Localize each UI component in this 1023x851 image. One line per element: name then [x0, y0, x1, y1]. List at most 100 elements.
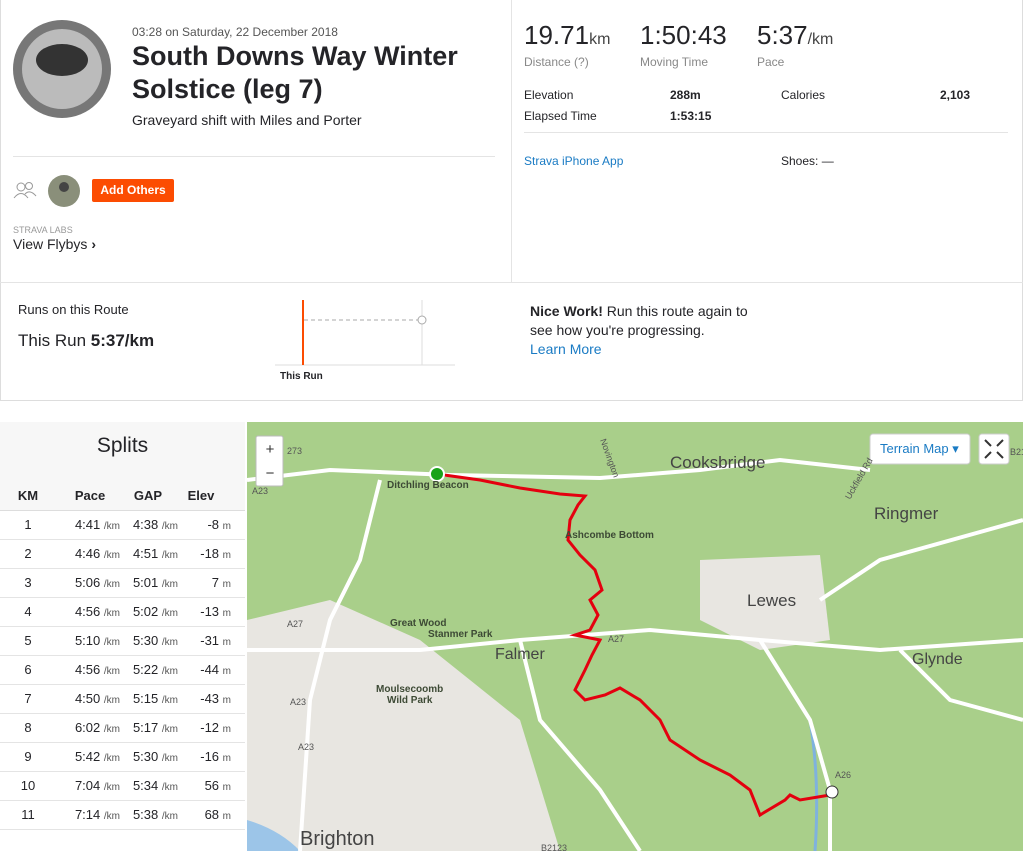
cell-value: 1: [24, 517, 32, 532]
this-run-pace: 5:37/km: [90, 331, 155, 350]
split-cell: 5:30 /km: [108, 633, 178, 648]
split-cell: 9: [0, 749, 56, 764]
cell-value: 5:02: [132, 604, 159, 619]
cell-value: 5:22: [132, 662, 159, 677]
this-run: This Run 5:37/km: [18, 331, 154, 351]
split-cell: 7 m: [161, 575, 231, 590]
stat-value: 19.71: [524, 20, 590, 50]
split-cell: 6: [0, 662, 56, 677]
split-cell: 10: [0, 778, 56, 793]
flybys-text[interactable]: View Flybys: [13, 236, 88, 252]
split-cell: 5:01 /km: [108, 575, 178, 590]
chart-label: This Run: [280, 371, 323, 382]
cell-value: 56: [204, 778, 220, 793]
cell-unit: m: [222, 608, 231, 619]
cell-value: -12: [200, 720, 220, 735]
map-label: A26: [835, 770, 851, 780]
map-label: Ashcombe Bottom: [565, 530, 654, 541]
cell-value: 5:01: [132, 575, 159, 590]
cell-value: 11: [21, 807, 35, 822]
cell-unit: /km: [103, 550, 120, 561]
cell-unit: /km: [103, 521, 120, 532]
row-line: [0, 655, 245, 656]
athlete-avatar[interactable]: [48, 175, 80, 207]
stat-label: Elevation: [524, 88, 574, 102]
cell-value: 7:04: [74, 778, 101, 793]
cell-unit: /km: [103, 666, 120, 677]
map-type-button[interactable]: Terrain Map ▾: [880, 441, 959, 456]
cell-unit: /km: [161, 753, 178, 764]
divider: [524, 132, 1008, 133]
map-label: Lewes: [747, 591, 796, 610]
map[interactable]: + − Terrain Map ▾ Cooksbridge Ringmer Lewes Gl…: [247, 422, 1023, 851]
cell-unit: /km: [103, 782, 120, 793]
split-cell: -8 m: [161, 517, 231, 532]
split-cell: 5:10 /km: [50, 633, 120, 648]
cell-unit: /km: [161, 521, 178, 532]
map-label: A23: [252, 486, 268, 496]
this-run-label: This Run: [18, 331, 87, 350]
cell-value: 4:50: [74, 691, 101, 706]
map-label: Great Wood: [390, 618, 446, 629]
stat-label: Elapsed Time: [524, 109, 597, 123]
split-cell: 5:30 /km: [108, 749, 178, 764]
stat: 1:50:43: [640, 20, 727, 51]
flybys-link[interactable]: View Flybys ›: [13, 236, 96, 252]
cell-unit: m: [222, 637, 231, 648]
device-link[interactable]: Strava iPhone App: [524, 154, 624, 168]
column-header: Elev: [187, 488, 215, 503]
split-cell: -44 m: [161, 662, 231, 677]
add-others-button[interactable]: Add Others: [92, 179, 174, 202]
row-line: [0, 713, 245, 714]
cell-unit: m: [222, 666, 231, 677]
cell-value: 5:06: [74, 575, 101, 590]
cell-value: 7: [24, 691, 32, 706]
stat-value: 1:53:15: [670, 109, 712, 123]
cell-value: 4:56: [74, 662, 101, 677]
learn-more[interactable]: Learn More: [530, 341, 602, 357]
cell-value: -18: [200, 546, 220, 561]
split-cell: 3: [0, 575, 56, 590]
map-label: A23: [298, 742, 314, 752]
cell-value: 5:42: [74, 749, 101, 764]
map-label: B21: [1010, 447, 1023, 457]
splits-panel: Splits KM Pace GAP Elev 1 4:41 /km 4:38 /km -8 …: [0, 422, 245, 851]
row-line: [0, 626, 245, 627]
split-cell: -18 m: [161, 546, 231, 561]
cell-unit: /km: [161, 724, 178, 735]
split-cell: 4:38 /km: [108, 517, 178, 532]
split-cell: 5:22 /km: [108, 662, 178, 677]
cell-unit: /km: [161, 811, 178, 822]
split-cell: 4: [0, 604, 56, 619]
route-chart: This Run: [275, 300, 455, 382]
avatar: [13, 20, 111, 118]
cell-value: 5:17: [132, 720, 159, 735]
split-cell: -43 m: [161, 691, 231, 706]
stat-label: Moving Time: [640, 55, 709, 69]
nice-work: Nice Work! Run this route again to see h…: [530, 302, 750, 359]
zoom-in[interactable]: +: [266, 441, 275, 458]
split-cell: 7:04 /km: [50, 778, 120, 793]
activity-datetime: 03:28 on Saturday, 22 December 2018: [132, 25, 338, 39]
stat: 5:37/km: [757, 20, 833, 51]
split-cell: 5:06 /km: [50, 575, 120, 590]
split-cell: 68 m: [161, 807, 231, 822]
group-icon: [13, 182, 37, 199]
cell-unit: /km: [103, 695, 120, 706]
cell-value: -16: [200, 749, 220, 764]
cell-unit: /km: [103, 724, 120, 735]
map-label: A23: [290, 697, 306, 707]
split-cell: 56 m: [161, 778, 231, 793]
split-cell: 4:56 /km: [50, 604, 120, 619]
nice-text: Run this route again to see how you're p…: [530, 303, 748, 338]
cell-value: 5:15: [132, 691, 159, 706]
stat-unit: /km: [807, 31, 834, 48]
zoom-out[interactable]: −: [266, 465, 275, 482]
cell-unit: m: [222, 753, 231, 764]
column-header: GAP: [133, 488, 163, 503]
labs-label: STRAVA LABS: [13, 225, 73, 235]
cell-unit: m: [222, 579, 231, 590]
cell-value: 5: [24, 633, 32, 648]
cell-value: 10: [20, 778, 36, 793]
